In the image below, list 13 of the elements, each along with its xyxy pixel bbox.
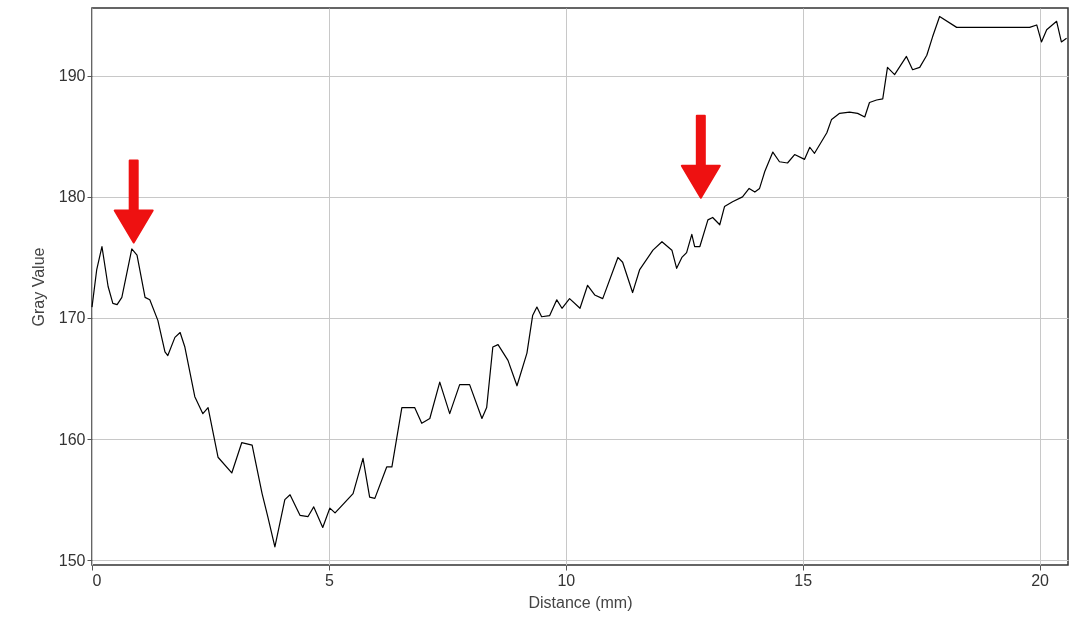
y-tick-label: 180 xyxy=(58,188,86,206)
line-series xyxy=(91,15,1068,548)
x-tick-label: 15 xyxy=(794,571,813,589)
x-axis-title: Distance (mm) xyxy=(528,593,633,611)
x-tick-label: 5 xyxy=(324,571,334,589)
x-tick-label: 20 xyxy=(1031,571,1050,589)
x-tick-label: 10 xyxy=(557,571,576,589)
y-tick-label: 150 xyxy=(58,551,86,569)
y-tick-label: 190 xyxy=(58,67,86,85)
y-tick-label: 160 xyxy=(58,430,86,448)
x-tick-label: 0 xyxy=(92,571,102,589)
y-tick-label: 170 xyxy=(58,309,86,327)
y-axis-title: Gray Value xyxy=(29,247,47,327)
